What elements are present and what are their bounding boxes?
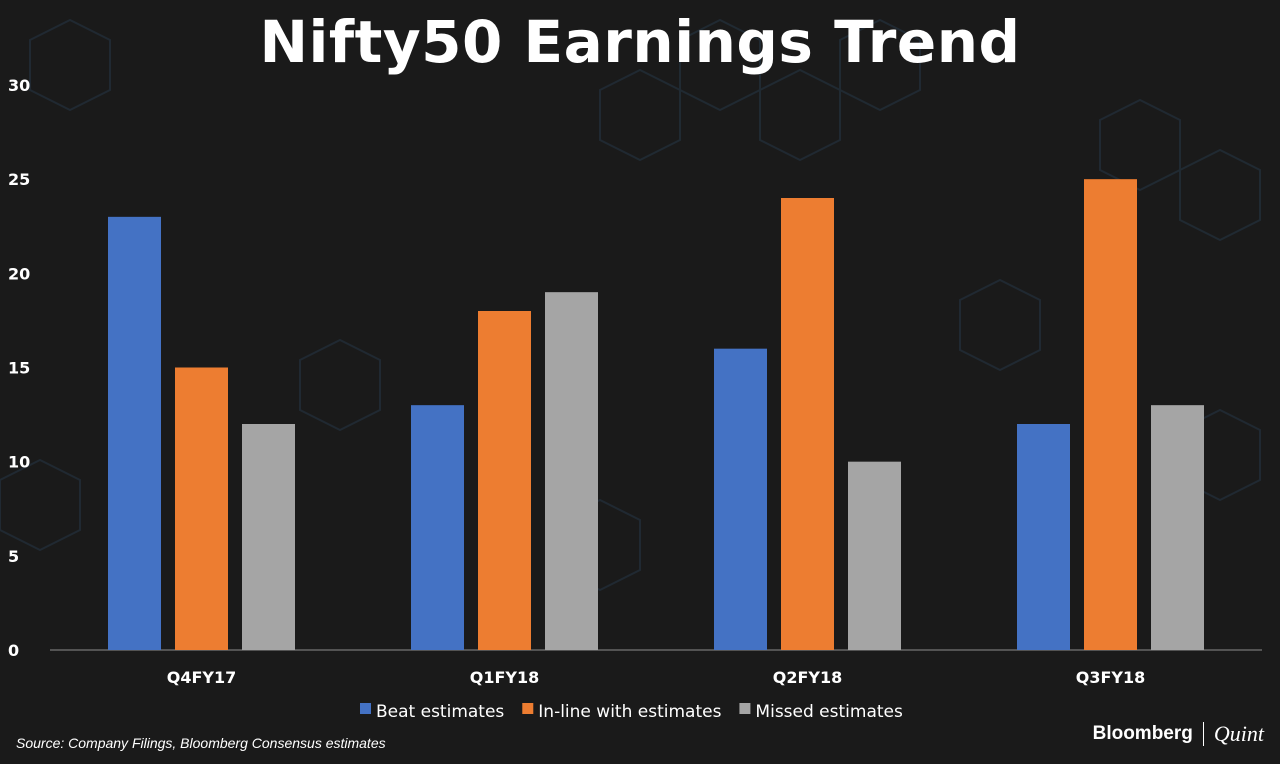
brand-quint: Quint — [1213, 721, 1264, 746]
x-tick-label: Q2FY18 — [773, 668, 843, 687]
brand-bloomberg: Bloomberg — [1092, 723, 1193, 744]
bar — [1151, 405, 1204, 650]
legend-swatch — [739, 703, 751, 714]
legend-label: In-line with estimates — [538, 702, 721, 722]
y-tick-label: 5 — [8, 547, 19, 566]
legend-label: Beat estimates — [376, 702, 504, 722]
legend-label: Missed estimates — [755, 702, 903, 722]
bar — [411, 405, 464, 650]
x-tick-label: Q4FY17 — [167, 668, 237, 687]
bar — [714, 348, 767, 650]
y-tick-label: 30 — [8, 76, 30, 95]
bar — [1084, 179, 1137, 650]
bar — [848, 461, 901, 650]
x-tick-label: Q3FY18 — [1076, 668, 1146, 687]
brand-logo: Bloomberg Quint — [1093, 720, 1264, 748]
legend-swatch — [522, 703, 534, 714]
bar — [242, 424, 295, 650]
bar — [545, 292, 598, 650]
y-tick-label: 0 — [8, 641, 19, 660]
legend-swatch — [360, 703, 371, 714]
chart-title: Nifty50 Earnings Trend — [259, 8, 1021, 76]
y-tick-label: 25 — [8, 170, 30, 189]
brand-divider — [1202, 722, 1204, 746]
bar — [781, 198, 834, 650]
source-note: Source: Company Filings, Bloomberg Conse… — [16, 735, 386, 751]
y-tick-label: 10 — [8, 453, 30, 472]
bar — [1017, 424, 1070, 650]
y-tick-label: 15 — [8, 359, 30, 378]
x-tick-label: Q1FY18 — [470, 668, 540, 687]
bar — [175, 367, 228, 650]
y-tick-label: 20 — [8, 264, 30, 283]
bar — [108, 216, 161, 651]
bar — [478, 311, 531, 650]
